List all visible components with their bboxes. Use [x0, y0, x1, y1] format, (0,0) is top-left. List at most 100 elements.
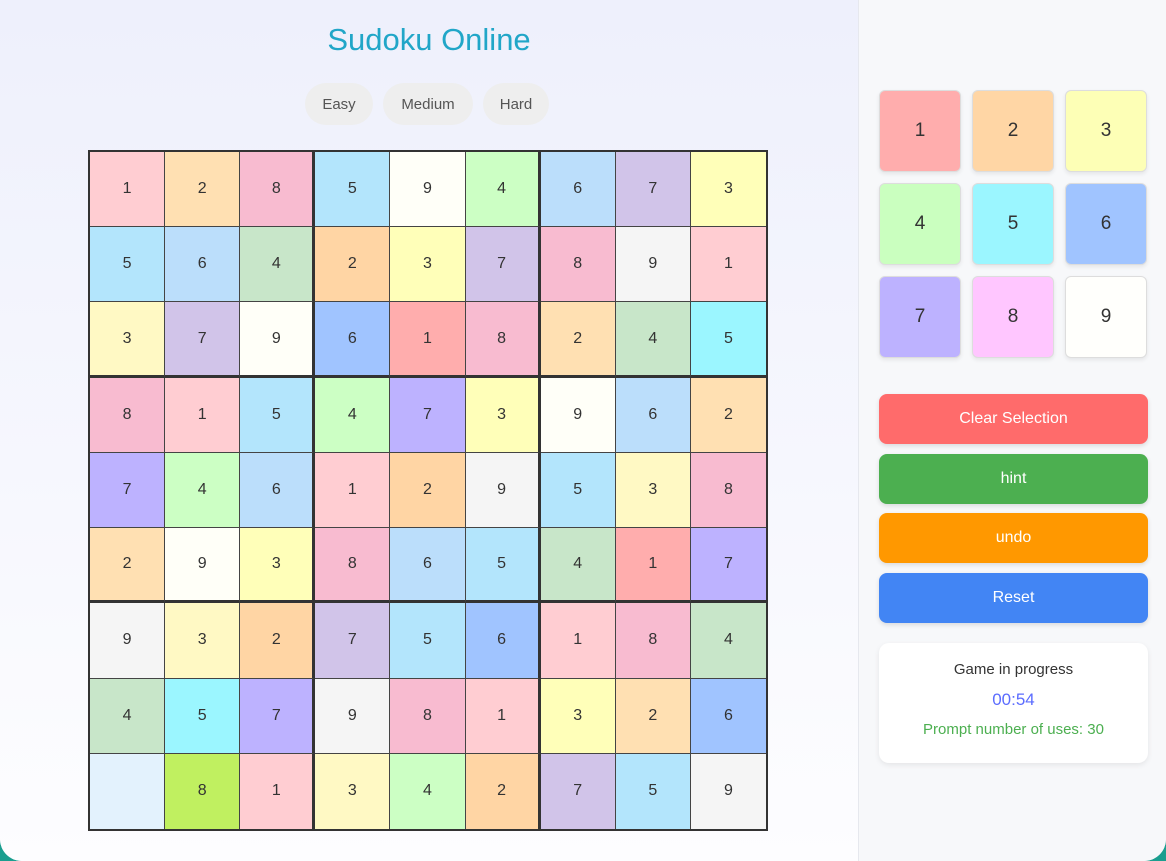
- board-cell[interactable]: 4: [315, 377, 391, 453]
- board-cell[interactable]: 9: [315, 678, 391, 754]
- number-pad-1[interactable]: 1: [879, 90, 961, 172]
- board-cell[interactable]: 9: [390, 152, 466, 228]
- board-cell[interactable]: 1: [465, 678, 541, 754]
- board-cell[interactable]: 8: [615, 603, 691, 679]
- board-cell[interactable]: 6: [240, 452, 316, 529]
- board-cell[interactable]: 5: [315, 152, 391, 228]
- reset-button[interactable]: Reset: [879, 573, 1148, 623]
- board-cell[interactable]: 6: [390, 528, 466, 604]
- board-cell[interactable]: 9: [540, 377, 616, 453]
- board-cell[interactable]: [90, 753, 166, 829]
- board-cell[interactable]: 4: [240, 227, 316, 303]
- board-cell[interactable]: 9: [165, 528, 241, 604]
- board-cell[interactable]: 3: [240, 528, 316, 604]
- board-cell[interactable]: 4: [615, 302, 691, 378]
- board-cell[interactable]: 9: [690, 753, 766, 829]
- board-cell[interactable]: 6: [465, 603, 541, 679]
- board-cell[interactable]: 8: [540, 227, 616, 303]
- board-cell[interactable]: 7: [90, 452, 166, 529]
- page-title: Sudoku Online: [327, 22, 531, 57]
- board-cell[interactable]: 3: [690, 152, 766, 228]
- board-cell[interactable]: 2: [540, 302, 616, 378]
- board-cell[interactable]: 3: [540, 678, 616, 754]
- number-pad-3[interactable]: 3: [1065, 90, 1147, 172]
- board-cell[interactable]: 4: [465, 152, 541, 228]
- board-cell[interactable]: 3: [390, 227, 466, 303]
- board-cell[interactable]: 2: [465, 753, 541, 829]
- board-cell[interactable]: 2: [615, 678, 691, 754]
- board-cell[interactable]: 8: [390, 678, 466, 754]
- board-cell[interactable]: 6: [540, 152, 616, 228]
- board-cell[interactable]: 1: [240, 753, 316, 829]
- board-cell[interactable]: 8: [90, 377, 166, 453]
- board-cell[interactable]: 5: [240, 377, 316, 453]
- board-cell[interactable]: 5: [390, 603, 466, 679]
- status-card: Game in progress 00:54 Prompt number of …: [879, 643, 1148, 763]
- board-cell[interactable]: 9: [615, 227, 691, 303]
- difficulty-hard-button[interactable]: Hard: [483, 83, 549, 125]
- board-cell[interactable]: 9: [240, 302, 316, 378]
- board-cell[interactable]: 1: [165, 377, 241, 453]
- board-cell[interactable]: 7: [165, 302, 241, 378]
- board-cell[interactable]: 5: [690, 302, 766, 378]
- difficulty-easy-button[interactable]: Easy: [305, 83, 373, 125]
- board-cell[interactable]: 6: [315, 302, 391, 378]
- board-cell[interactable]: 5: [465, 528, 541, 604]
- number-pad-6[interactable]: 6: [1065, 183, 1147, 265]
- board-cell[interactable]: 2: [90, 528, 166, 604]
- number-pad-8[interactable]: 8: [972, 276, 1054, 358]
- board-cell[interactable]: 4: [165, 452, 241, 529]
- board-cell[interactable]: 6: [690, 678, 766, 754]
- board-cell[interactable]: 7: [540, 753, 616, 829]
- board-cell[interactable]: 2: [690, 377, 766, 453]
- board-cell[interactable]: 8: [315, 528, 391, 604]
- board-cell[interactable]: 3: [465, 377, 541, 453]
- board-cell[interactable]: 7: [390, 377, 466, 453]
- board-cell[interactable]: 3: [615, 452, 691, 529]
- board-cell[interactable]: 6: [615, 377, 691, 453]
- board-cell[interactable]: 8: [240, 152, 316, 228]
- number-pad-5[interactable]: 5: [972, 183, 1054, 265]
- board-cell[interactable]: 9: [465, 452, 541, 529]
- board-cell[interactable]: 5: [615, 753, 691, 829]
- board-cell[interactable]: 1: [90, 152, 166, 228]
- board-cell[interactable]: 2: [315, 227, 391, 303]
- board-cell[interactable]: 3: [315, 753, 391, 829]
- board-cell[interactable]: 4: [690, 603, 766, 679]
- board-cell[interactable]: 4: [90, 678, 166, 754]
- board-cell[interactable]: 1: [690, 227, 766, 303]
- board-cell[interactable]: 7: [615, 152, 691, 228]
- board-cell[interactable]: 3: [165, 603, 241, 679]
- hint-button[interactable]: hint: [879, 454, 1148, 504]
- board-cell[interactable]: 2: [165, 152, 241, 228]
- board-cell[interactable]: 1: [315, 452, 391, 529]
- board-cell[interactable]: 1: [540, 603, 616, 679]
- board-cell[interactable]: 7: [240, 678, 316, 754]
- difficulty-medium-button[interactable]: Medium: [383, 83, 473, 125]
- number-pad-2[interactable]: 2: [972, 90, 1054, 172]
- board-cell[interactable]: 4: [540, 528, 616, 604]
- board-cell[interactable]: 7: [465, 227, 541, 303]
- board-cell[interactable]: 9: [90, 603, 166, 679]
- board-cell[interactable]: 4: [390, 753, 466, 829]
- board-cell[interactable]: 1: [390, 302, 466, 378]
- board-cell[interactable]: 5: [540, 452, 616, 529]
- number-pad-9[interactable]: 9: [1065, 276, 1147, 358]
- board-cell[interactable]: 1: [615, 528, 691, 604]
- board-cell[interactable]: 8: [690, 452, 766, 529]
- board-cell[interactable]: 2: [240, 603, 316, 679]
- board-cell[interactable]: 8: [165, 753, 241, 829]
- board-cell[interactable]: 3: [90, 302, 166, 378]
- board-cell[interactable]: 8: [465, 302, 541, 378]
- clear-selection-button[interactable]: Clear Selection: [879, 394, 1148, 444]
- board-cell[interactable]: 7: [315, 603, 391, 679]
- board-cell[interactable]: 5: [90, 227, 166, 303]
- number-pad-4[interactable]: 4: [879, 183, 961, 265]
- number-pad-7[interactable]: 7: [879, 276, 961, 358]
- board-cell[interactable]: 7: [690, 528, 766, 604]
- undo-button[interactable]: undo: [879, 513, 1148, 563]
- board-cell[interactable]: 2: [390, 452, 466, 529]
- board-cell[interactable]: 6: [165, 227, 241, 303]
- board-cell[interactable]: 5: [165, 678, 241, 754]
